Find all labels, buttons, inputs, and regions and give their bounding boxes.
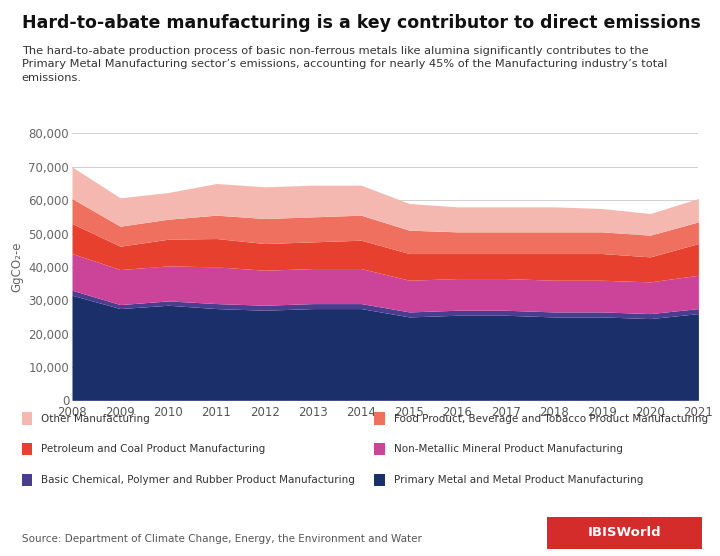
Text: The hard-to-abate production process of basic non-ferrous metals like alumina si: The hard-to-abate production process of …	[22, 46, 667, 83]
Text: IBISWorld: IBISWorld	[588, 526, 662, 539]
Text: Other Manufacturing: Other Manufacturing	[41, 414, 150, 424]
Text: Source: Department of Climate Change, Energy, the Environment and Water: Source: Department of Climate Change, En…	[22, 534, 421, 544]
Text: Hard-to-abate manufacturing is a key contributor to direct emissions: Hard-to-abate manufacturing is a key con…	[22, 14, 701, 32]
Text: Petroleum and Coal Product Manufacturing: Petroleum and Coal Product Manufacturing	[41, 444, 265, 454]
Text: Food Product, Beverage and Tobacco Product Manufacturing: Food Product, Beverage and Tobacco Produ…	[394, 414, 708, 424]
FancyBboxPatch shape	[538, 516, 711, 550]
Text: Primary Metal and Metal Product Manufacturing: Primary Metal and Metal Product Manufact…	[394, 475, 643, 485]
Text: Non-Metallic Mineral Product Manufacturing: Non-Metallic Mineral Product Manufacturi…	[394, 444, 623, 454]
Text: Basic Chemical, Polymer and Rubber Product Manufacturing: Basic Chemical, Polymer and Rubber Produ…	[41, 475, 355, 485]
Y-axis label: GgCO₂-e: GgCO₂-e	[10, 242, 23, 292]
